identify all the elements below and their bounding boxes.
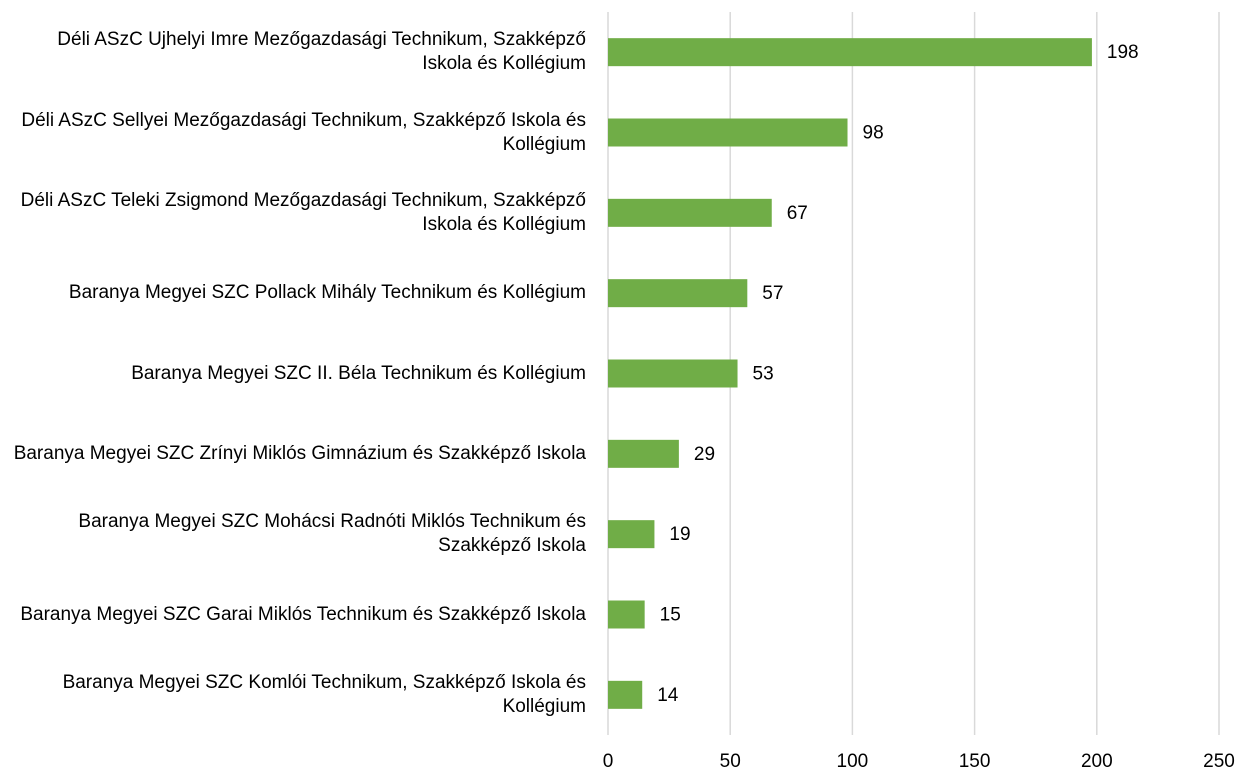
value-label: 57 [762,283,783,304]
bar [608,359,738,388]
y-tick-label: Baranya Megyei SZC Garai Miklós Techniku… [20,603,586,625]
value-label: 53 [753,364,774,385]
x-tick-label: 0 [603,751,614,772]
x-tick-label: 50 [720,751,741,772]
bar [608,439,679,468]
y-tick-label: Baranya Megyei SZC Zrínyi Miklós Gimnázi… [13,442,586,464]
value-label: 198 [1107,42,1139,63]
value-label: 98 [863,123,884,144]
bar [608,118,848,147]
y-tick-label: Déli ASzC Teleki Zsigmond Mezőgazdasági … [20,189,586,235]
bar [608,38,1092,67]
value-label: 14 [657,685,679,706]
x-tick-label: 100 [837,751,869,772]
value-label: 15 [660,605,681,626]
y-tick-label: Baranya Megyei SZC Komlói Technikum, Sza… [62,671,586,717]
y-tick-label: Déli ASzC Ujhelyi Imre Mezőgazdasági Tec… [57,29,586,75]
x-tick-label: 250 [1203,751,1235,772]
bar [608,520,655,549]
value-label: 29 [694,444,715,465]
y-tick-label: Déli ASzC Sellyei Mezőgazdasági Techniku… [21,109,586,155]
bar [608,600,645,629]
bar [608,279,748,308]
x-tick-label: 150 [959,751,991,772]
x-tick-label: 200 [1081,751,1113,772]
value-label: 67 [787,203,808,224]
y-tick-label: Baranya Megyei SZC Pollack Mihály Techni… [68,282,586,304]
y-tick-label: Baranya Megyei SZC Mohácsi Radnóti Mikló… [78,511,586,557]
value-label: 19 [669,524,690,545]
bar [608,198,772,227]
bar [608,680,643,709]
y-tick-label: Baranya Megyei SZC II. Béla Technikum és… [131,362,586,384]
